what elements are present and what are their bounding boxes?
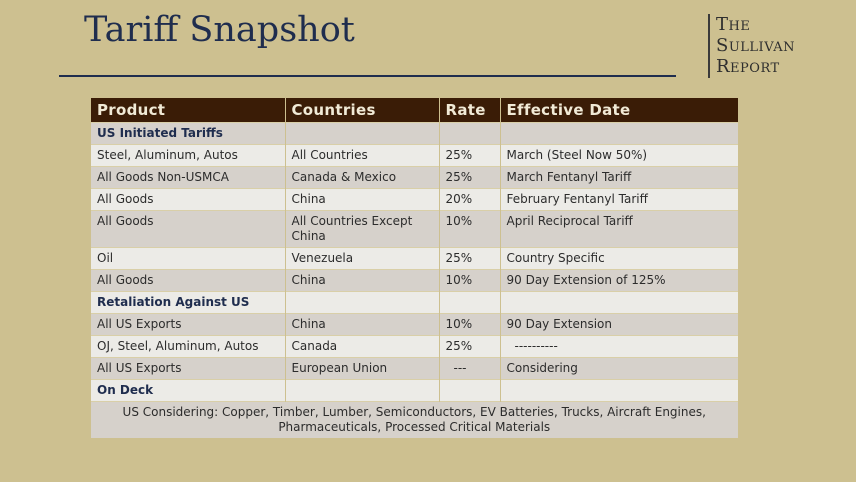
table-row: All Goods China 10% 90 Day Extension of … (91, 269, 739, 292)
cell-countries: Canada & Mexico (285, 166, 440, 189)
section-label: US Initiated Tariffs (91, 122, 286, 145)
cell-product: Steel, Aluminum, Autos (91, 144, 286, 167)
cell-product: All Goods Non-USMCA (91, 166, 286, 189)
cell-countries: Venezuela (285, 247, 440, 270)
table-row: All Goods China 20% February Fentanyl Ta… (91, 188, 739, 211)
cell-date: ---------- (500, 335, 739, 358)
cell-product: OJ, Steel, Aluminum, Autos (91, 335, 286, 358)
section-row: Retaliation Against US (91, 291, 739, 314)
cell-product: All Goods (91, 269, 286, 292)
table-row: Oil Venezuela 25% Country Specific (91, 247, 739, 270)
cell-rate: 10% (439, 269, 501, 292)
cell-countries: All Countries Except China (285, 210, 440, 248)
section-row: On Deck (91, 379, 739, 402)
cell-date: Country Specific (500, 247, 739, 270)
cell-rate: --- (439, 357, 501, 380)
cell-date: February Fentanyl Tariff (500, 188, 739, 211)
header-rate: Rate (439, 98, 501, 123)
cell-product: All Goods (91, 188, 286, 211)
cell-countries: China (285, 269, 440, 292)
section-row: US Initiated Tariffs (91, 122, 739, 145)
header-effective-date: Effective Date (500, 98, 739, 123)
header-product: Product (91, 98, 286, 123)
cell-countries: China (285, 313, 440, 336)
logo-line-3: Report (716, 56, 780, 77)
table-row: All Goods All Countries Except China 10%… (91, 210, 739, 248)
cell-rate: 20% (439, 188, 501, 211)
cell-countries: All Countries (285, 144, 440, 167)
cell-product: All Goods (91, 210, 286, 248)
page-title: Tariff Snapshot (84, 10, 355, 50)
header-row: Product Countries Rate Effective Date (91, 98, 739, 123)
cell-rate: 25% (439, 335, 501, 358)
logo: The Sullivan Report (708, 14, 795, 78)
cell-rate: 25% (439, 166, 501, 189)
section-label: On Deck (91, 379, 286, 402)
cell-countries: European Union (285, 357, 440, 380)
title-divider (59, 75, 676, 77)
note-row: US Considering: Copper, Timber, Lumber, … (91, 401, 739, 438)
cell-rate: 10% (439, 313, 501, 336)
cell-product: All US Exports (91, 313, 286, 336)
cell-date: April Reciprocal Tariff (500, 210, 739, 248)
cell-date: Considering (500, 357, 739, 380)
header-countries: Countries (285, 98, 440, 123)
cell-rate: 10% (439, 210, 501, 248)
cell-product: All US Exports (91, 357, 286, 380)
logo-line-1: The (716, 14, 751, 35)
table-row: All US Exports China 10% 90 Day Extensio… (91, 313, 739, 336)
cell-date: 90 Day Extension (500, 313, 739, 336)
section-label: Retaliation Against US (91, 291, 286, 314)
logo-line-2: Sullivan (716, 35, 795, 56)
table-row: Steel, Aluminum, Autos All Countries 25%… (91, 144, 739, 167)
cell-date: 90 Day Extension of 125% (500, 269, 739, 292)
tariff-table: Product Countries Rate Effective Date US… (91, 98, 739, 438)
cell-rate: 25% (439, 144, 501, 167)
cell-date: March (Steel Now 50%) (500, 144, 739, 167)
on-deck-note: US Considering: Copper, Timber, Lumber, … (91, 401, 739, 438)
cell-product: Oil (91, 247, 286, 270)
table-row: All US Exports European Union --- Consid… (91, 357, 739, 380)
cell-rate: 25% (439, 247, 501, 270)
cell-countries: Canada (285, 335, 440, 358)
table-row: OJ, Steel, Aluminum, Autos Canada 25% --… (91, 335, 739, 358)
cell-date: March Fentanyl Tariff (500, 166, 739, 189)
cell-countries: China (285, 188, 440, 211)
table-row: All Goods Non-USMCA Canada & Mexico 25% … (91, 166, 739, 189)
